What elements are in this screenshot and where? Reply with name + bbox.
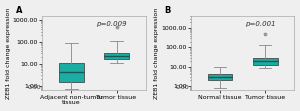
PathPatch shape	[208, 74, 233, 80]
Y-axis label: ZEB1 fold change expression: ZEB1 fold change expression	[154, 8, 159, 99]
Text: 0.00: 0.00	[176, 85, 190, 90]
Text: 0.00: 0.00	[27, 85, 41, 90]
Text: A: A	[16, 6, 22, 15]
Text: p=0.001: p=0.001	[244, 21, 275, 27]
Y-axis label: ZEB1 fold change expression: ZEB1 fold change expression	[6, 8, 10, 99]
PathPatch shape	[59, 63, 84, 82]
Text: p=0.009: p=0.009	[96, 21, 127, 27]
PathPatch shape	[104, 53, 129, 59]
PathPatch shape	[253, 58, 278, 65]
Text: B: B	[165, 6, 171, 15]
